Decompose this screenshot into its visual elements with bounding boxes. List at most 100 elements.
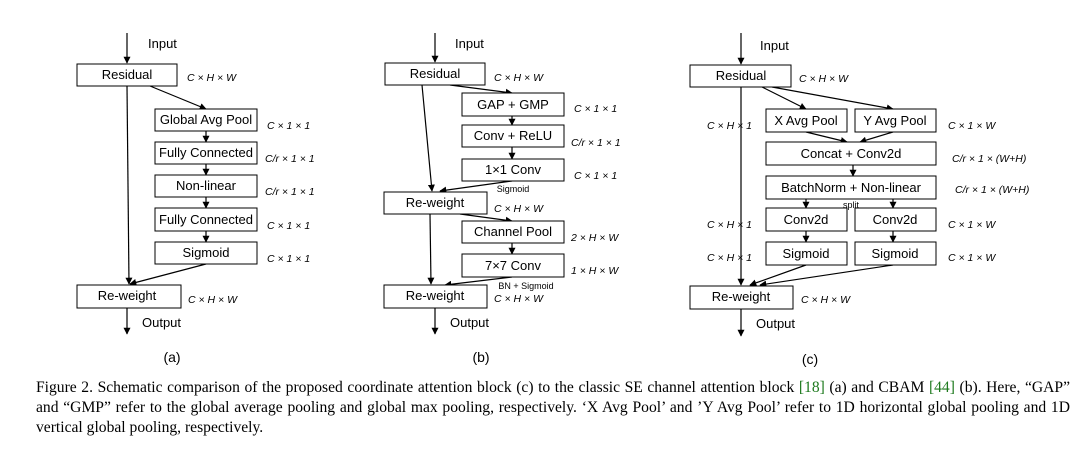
panel-c: Residual X Avg Pool Y Avg Pool Concat + … [689, 33, 1029, 367]
c-sig-h-box [765, 241, 848, 266]
b-reweight1-dim: C × H × W [494, 203, 544, 215]
c-subfigure-tag: (c) [802, 351, 818, 367]
c-residual-box [689, 64, 792, 88]
c-sig-h-label: Sigmoid [783, 246, 830, 261]
c-y-to-concat-arrow [859, 131, 894, 144]
b-skip-arrow-1 [421, 84, 435, 192]
a-nonlinear-box [154, 174, 258, 198]
a-nonlinear-dim: C/r × 1 × 1 [265, 186, 315, 198]
c-conv-h-label: Conv2d [784, 212, 829, 227]
b-reweight2-label: Re-weight [406, 288, 465, 303]
a-fc2-box [154, 207, 258, 232]
b-channel-pool-dim: 2 × H × W [570, 232, 619, 244]
b-conv7x7-box [461, 253, 565, 278]
c-bn-dim: C/r × 1 × (W+H) [955, 184, 1029, 196]
b-conv-relu-label: Conv + ReLU [474, 128, 552, 143]
b-branch-arrow-1 [449, 84, 513, 96]
citation-link-44[interactable]: [44] [928, 379, 955, 396]
panel-a: Residual Global Avg Pool Fully Connected… [76, 33, 315, 365]
c-output-label: Output [756, 316, 795, 331]
c-branch-y-arrow [771, 86, 894, 112]
b-sigmoid-note: Sigmoid [497, 184, 530, 194]
c-y-pool-dim: C × 1 × W [948, 120, 996, 132]
b-pool-box [461, 92, 565, 117]
b-channel-pool-box [461, 220, 565, 244]
c-conv-w-dim: C × 1 × W [948, 219, 996, 231]
c-residual-dim: C × H × W [799, 73, 849, 85]
c-conv-w-label: Conv2d [873, 212, 918, 227]
a-sigmoid-dim: C × 1 × 1 [267, 253, 310, 265]
a-residual-dim: C × H × W [187, 72, 237, 84]
b-channel-pool-label: Channel Pool [474, 224, 552, 239]
b-reweight2-dim: C × H × W [494, 293, 544, 305]
c-reweight-label: Re-weight [712, 289, 771, 304]
a-residual-label: Residual [102, 67, 153, 82]
b-conv1x1-box [461, 158, 565, 182]
b-conv-relu-dim: C/r × 1 × 1 [571, 137, 621, 149]
a-output-label: Output [142, 315, 181, 330]
a-gap-dim: C × 1 × 1 [267, 120, 310, 132]
c-sig-w-dim: C × 1 × W [948, 252, 996, 264]
c-input-label: Input [760, 38, 789, 53]
a-nonlinear-label: Non-linear [176, 178, 237, 193]
a-reweight-label: Re-weight [98, 288, 157, 303]
c-sig-w-label: Sigmoid [872, 246, 919, 261]
a-fc1-label: Fully Connected [159, 145, 253, 160]
c-bn-box [765, 175, 937, 200]
caption-text-2: (a) and CBAM [824, 379, 929, 396]
b-pool-label: GAP + GMP [477, 97, 549, 112]
b-reweight1-label: Re-weight [406, 195, 465, 210]
a-input-label: Input [148, 36, 177, 51]
c-x-pool-dim: C × H × 1 [707, 120, 752, 132]
caption-text-3: (b). Here, “GAP” and “GMP” refer to the … [36, 379, 1070, 436]
c-conv-w-box [854, 207, 937, 232]
c-sig-w-box [854, 241, 937, 266]
b-merge-arrow-1 [439, 180, 513, 194]
c-y-pool-box [854, 108, 937, 133]
a-fc1-dim: C/r × 1 × 1 [265, 153, 315, 165]
b-conv1x1-dim: C × 1 × 1 [574, 170, 617, 182]
b-branch-arrow-2 [459, 213, 513, 224]
c-sig-w-merge-arrow [759, 264, 894, 288]
b-pool-dim: C × 1 × 1 [574, 103, 617, 115]
b-subfigure-tag: (b) [472, 349, 489, 365]
c-concat-box [765, 141, 937, 166]
b-residual-dim: C × H × W [494, 72, 544, 84]
b-output-label: Output [450, 315, 489, 330]
a-gap-label: Global Avg Pool [160, 112, 252, 127]
a-fc2-label: Fully Connected [159, 212, 253, 227]
b-reweight1-box [383, 191, 488, 215]
a-gap-box [154, 108, 258, 132]
b-skip-arrow-2 [427, 213, 435, 285]
c-concat-label: Concat + Conv2d [801, 146, 902, 161]
b-merge-arrow-2 [444, 276, 513, 288]
b-reweight2-box [383, 284, 488, 309]
c-reweight-dim: C × H × W [801, 294, 851, 306]
c-conv-h-dim: C × H × 1 [707, 219, 752, 231]
caption-text-1: Figure 2. Schematic comparison of the pr… [36, 379, 799, 396]
c-sig-h-dim: C × H × 1 [707, 252, 752, 264]
a-branch-arrow [149, 85, 207, 110]
b-residual-label: Residual [410, 66, 461, 81]
a-fc1-box [154, 141, 258, 165]
c-x-pool-label: X Avg Pool [774, 113, 837, 128]
b-residual-box [384, 62, 486, 86]
b-input-label: Input [455, 36, 484, 51]
c-concat-dim: C/r × 1 × (W+H) [952, 153, 1026, 165]
b-conv7x7-dim: 1 × H × W [571, 265, 619, 277]
a-reweight-box [76, 284, 182, 309]
c-residual-label: Residual [716, 68, 767, 83]
a-skip-arrow [125, 85, 133, 285]
citation-link-18[interactable]: [18] [798, 379, 825, 396]
a-subfigure-tag: (a) [163, 349, 180, 365]
b-conv1x1-label: 1×1 Conv [485, 162, 542, 177]
a-residual-box [76, 63, 178, 87]
c-x-to-concat-arrow [805, 131, 848, 144]
figure-caption: Figure 2. Schematic comparison of the pr… [36, 378, 1070, 438]
c-branch-x-arrow [761, 86, 807, 110]
b-conv7x7-label: 7×7 Conv [485, 258, 542, 273]
c-bn-label: BatchNorm + Non-linear [781, 180, 921, 195]
c-conv-h-box [765, 207, 848, 232]
b-conv-relu-box [461, 124, 565, 148]
c-split-note: split [843, 200, 860, 210]
